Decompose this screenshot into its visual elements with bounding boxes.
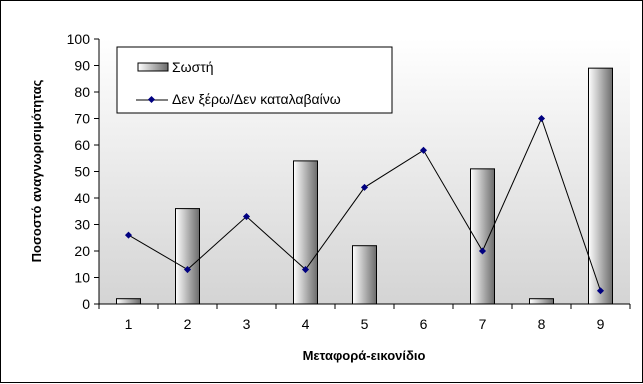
y-tick-label: 60	[74, 137, 90, 153]
line-point-3	[242, 213, 251, 221]
legend-line-label: Δεν ξέρω/Δεν καταλαβαίνω	[172, 91, 341, 107]
line-point-9	[596, 287, 605, 295]
legend-line-marker	[147, 95, 156, 104]
y-tick-label: 90	[74, 58, 90, 74]
line-point-7	[478, 247, 487, 255]
bar-5	[352, 245, 377, 305]
y-axis-title: Ποσοστό αναγνωρισιμότητας	[29, 79, 44, 262]
bar-2	[175, 208, 200, 305]
bar-9	[588, 67, 613, 305]
legend-box	[116, 46, 393, 114]
bar-1	[116, 298, 141, 305]
x-tick-label: 1	[125, 316, 133, 332]
legend: Σωστή Δεν ξέρω/Δεν καταλαβαίνω	[116, 46, 393, 114]
axes-layer: 0 10 20 30 40 50 60 70 80 90 100 1 2 3 4 5 6 7 8 9	[67, 31, 631, 332]
line-layer	[124, 114, 605, 295]
y-tick-label: 20	[74, 243, 90, 259]
line-point-8	[537, 114, 546, 123]
x-tick-label: 3	[243, 316, 251, 332]
y-tick-label: 10	[74, 270, 90, 286]
y-tick-label: 40	[74, 190, 90, 206]
x-tick-label: 7	[479, 316, 487, 332]
legend-bar-label: Σωστή	[172, 59, 214, 75]
y-tick-label: 70	[74, 111, 90, 127]
bars-layer	[116, 67, 613, 305]
bar-4	[293, 160, 318, 305]
y-tick-label: 0	[82, 296, 90, 312]
line-point-1	[124, 231, 133, 239]
y-tick-label: 100	[67, 31, 91, 47]
x-axis-title: Μεταφορά-εικονίδιο	[303, 348, 426, 363]
x-tick-label: 5	[361, 316, 369, 332]
x-tick-label: 9	[597, 316, 605, 332]
y-tick-label: 30	[74, 217, 90, 233]
bar-8	[529, 298, 554, 305]
legend-bar-swatch	[137, 62, 169, 72]
line-point-5	[360, 183, 369, 191]
x-tick-label: 4	[302, 316, 310, 332]
x-tick-label: 6	[420, 316, 428, 332]
line-point-6	[419, 146, 428, 154]
y-tick-label: 80	[74, 84, 90, 100]
line-point-2	[183, 266, 192, 274]
y-tick-label: 50	[74, 164, 90, 180]
x-tick-label: 8	[538, 316, 546, 332]
x-tick-label: 2	[184, 316, 192, 332]
line-point-4	[301, 266, 310, 274]
